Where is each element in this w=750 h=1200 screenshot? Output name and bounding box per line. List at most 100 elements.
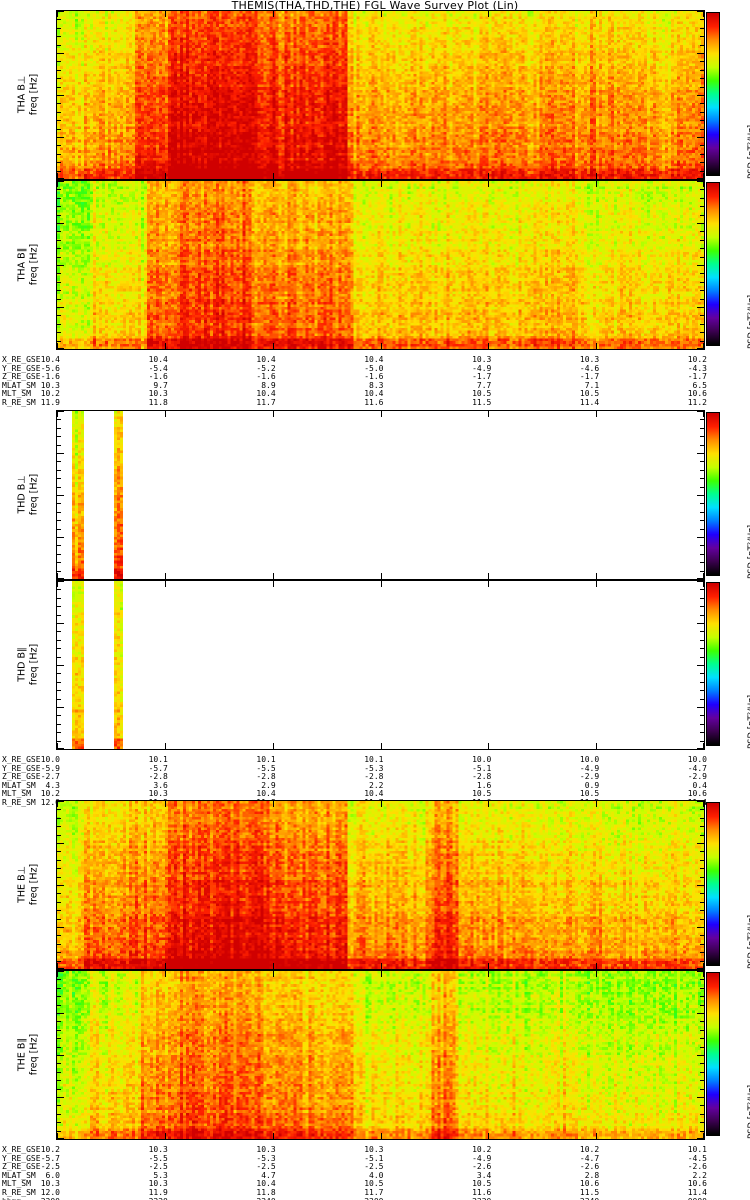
x-tick [703, 743, 704, 749]
spectrogram-thd-bperp[interactable]: 0.00.51.01.52.0 [56, 410, 705, 580]
y-tick [700, 1122, 704, 1124]
y-tick [57, 307, 64, 308]
y-tick [57, 181, 64, 182]
annotation-value: 10.5 [579, 389, 600, 399]
y-tick [700, 918, 704, 920]
annotation-value: -2.5 [148, 1162, 168, 1172]
x-tick [596, 343, 598, 349]
y-tick [700, 315, 704, 317]
y-tick [57, 597, 61, 599]
y-tick [700, 478, 704, 480]
annotation-row-label: MLAT_SM [2, 1170, 36, 1180]
x-tick [57, 343, 58, 349]
y-tick [700, 732, 704, 734]
spectrogram-tha-bpar[interactable]: 0.00.51.01.52.0 [56, 180, 705, 350]
annotation-block-tha: X_RE_GSE 10.4 10.4 10.4 10.4 10.3 10.3 10.2 Y_RE… [0, 355, 750, 416]
annotation-row-label: Y_RE_GSE [2, 363, 41, 373]
annotation-value: 0.9 [584, 780, 600, 790]
annotation-row-label: R_RE_SM [2, 1188, 36, 1197]
annotation-row-label: Z_RE_GSE [2, 772, 41, 782]
annotation-value: -1.6 [256, 372, 276, 382]
y-tick [57, 1021, 61, 1023]
annotation-value: -4.7 [579, 1153, 600, 1163]
y-tick [697, 11, 704, 12]
y-tick [700, 562, 704, 564]
annotation-value: 10.2 [687, 355, 707, 364]
y-tick [57, 86, 61, 88]
annotation-row-label: X_RE_GSE [2, 755, 41, 764]
y-tick [57, 690, 61, 692]
x-tick [272, 1133, 274, 1139]
spectrogram-thd-bpar[interactable]: 0.00.51.01.52.0 [56, 580, 705, 750]
annotation-value: 8.9 [261, 380, 276, 390]
x-tick [272, 573, 274, 579]
annotation-value: 11.6 [364, 398, 384, 407]
annotation-value: 7.1 [584, 380, 600, 390]
y-tick [697, 1138, 704, 1139]
y-tick [700, 639, 704, 641]
y-tick [57, 723, 61, 725]
y-tick [700, 570, 704, 572]
y-tick [57, 453, 64, 454]
y-tick [700, 893, 704, 895]
y-tick [57, 859, 61, 861]
annotation-row-label: Y_RE_GSE [2, 1153, 41, 1163]
spectrogram-tha-bperp[interactable]: 0.00.51.01.52.0 [56, 10, 705, 180]
colorbar-gradient [707, 803, 719, 965]
y-tick [57, 1130, 61, 1132]
y-axis-label: freq [Hz] [28, 1033, 40, 1076]
annotation-value: -5.7 [148, 763, 168, 773]
y-tick [700, 290, 704, 292]
annotation-value: -4.9 [579, 763, 600, 773]
y-tick [57, 469, 61, 471]
annotation-value: 10.4 [256, 789, 276, 799]
x-tick [380, 963, 382, 969]
y-tick [700, 469, 704, 471]
y-tick [700, 943, 704, 945]
annotation-value: 10.0 [687, 755, 707, 764]
x-tick [57, 411, 58, 417]
y-tick [700, 851, 704, 853]
spectrogram-the-bpar[interactable]: 0.00.51.01.52.0 [56, 970, 705, 1140]
y-tick [57, 614, 61, 616]
y-tick [700, 817, 704, 819]
y-tick [57, 681, 61, 683]
y-tick [697, 453, 704, 454]
x-tick [488, 173, 490, 179]
y-tick [57, 162, 61, 164]
y-tick [57, 137, 64, 138]
y-tick [57, 893, 61, 895]
annotation-value: 9.7 [153, 380, 168, 390]
x-tick [57, 181, 58, 187]
y-tick [57, 419, 61, 421]
annotation-value: -2.9 [579, 772, 600, 782]
y-tick [700, 834, 704, 836]
x-tick [703, 181, 704, 187]
annotation-row-label: MLT_SM [2, 389, 31, 399]
y-tick [57, 1071, 61, 1073]
annotation-value: -2.8 [472, 772, 492, 782]
x-tick [380, 581, 382, 587]
y-tick [700, 589, 704, 591]
annotation-value: -1.6 [40, 372, 60, 382]
annotation-value: -1.7 [687, 372, 707, 382]
y-tick [57, 631, 61, 633]
y-tick [57, 145, 61, 147]
y-tick [57, 748, 64, 749]
annotation-value: -2.6 [687, 1162, 707, 1172]
colorbar-thd-bpar: 10010-210-410-6 [706, 582, 720, 746]
annotation-value: 10.6 [687, 789, 707, 799]
annotation-value: -4.9 [472, 363, 492, 373]
y-axis-label: freq [Hz] [28, 73, 40, 116]
annotation-value: 8.3 [369, 380, 384, 390]
page-title: THEMIS(THA,THD,THE) FGL Wave Survey Plot… [231, 0, 519, 12]
annotation-value: 11.9 [40, 398, 60, 407]
annotation-value: -1.6 [364, 372, 384, 382]
spectrogram-the-bperp[interactable]: 0.00.51.01.52.0 [56, 800, 705, 970]
y-tick [700, 723, 704, 725]
y-tick [700, 614, 704, 616]
annotation-value: 2340 [571, 1197, 599, 1200]
y-tick [700, 170, 704, 172]
y-tick [57, 348, 64, 349]
y-tick [57, 971, 64, 972]
